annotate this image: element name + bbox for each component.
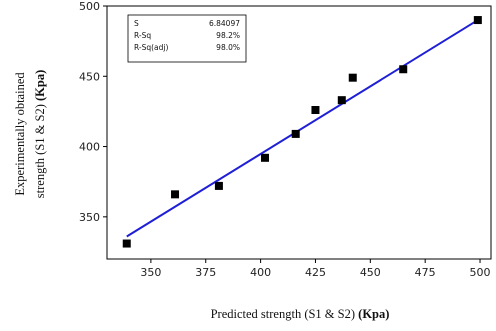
data-point [291, 129, 300, 138]
x-tick-label: 450 [360, 266, 381, 279]
data-point [171, 190, 180, 199]
x-axis-unit: (Kpa) [358, 307, 389, 321]
x-tick-label: 400 [250, 266, 271, 279]
data-point [348, 73, 357, 82]
stat-label: R-Sq [134, 31, 151, 40]
data-point [337, 96, 346, 105]
x-tick-label: 475 [415, 266, 436, 279]
fit-line [126, 19, 479, 238]
x-axis-title-text: Predicted strength (S1 & S2) [211, 307, 355, 321]
y-axis-title-line2: strength (S1 & S2) (Kpa) [33, 70, 47, 198]
stat-value: 98.0% [216, 43, 240, 52]
x-tick-label: 500 [470, 266, 491, 279]
y-axis: 350 400 450 500 [79, 0, 107, 224]
x-axis: 350 375 400 425 450 475 500 [140, 259, 491, 279]
stat-value: 6.84097 [209, 19, 240, 28]
stats-box: S 6.84097 R-Sq 98.2% R-Sq(adj) 98.0% [127, 14, 247, 63]
y-tick-label: 350 [79, 211, 100, 224]
y-tick-label: 500 [79, 0, 100, 13]
data-point [399, 65, 408, 74]
y-tick-label: 400 [79, 141, 100, 154]
data-point [214, 181, 223, 190]
x-tick-label: 375 [195, 266, 216, 279]
data-points [122, 16, 482, 248]
data-point [260, 153, 269, 162]
y-axis-title-text: strength (S1 & S2) [33, 104, 47, 198]
stat-label: S [134, 19, 139, 28]
y-tick-label: 450 [79, 70, 100, 83]
data-point [122, 239, 131, 248]
y-axis-title-line1: Experimentally obtained [13, 72, 27, 196]
data-point [311, 106, 320, 115]
y-axis-unit: (Kpa) [33, 70, 47, 101]
x-axis-title: Predicted strength (S1 & S2) (Kpa) [211, 307, 390, 321]
stat-value: 98.2% [216, 31, 240, 40]
x-tick-label: 425 [305, 266, 326, 279]
stat-label: R-Sq(adj) [134, 43, 169, 52]
plot-frame [106, 5, 492, 260]
x-tick-label: 350 [140, 266, 161, 279]
data-point [473, 16, 482, 25]
